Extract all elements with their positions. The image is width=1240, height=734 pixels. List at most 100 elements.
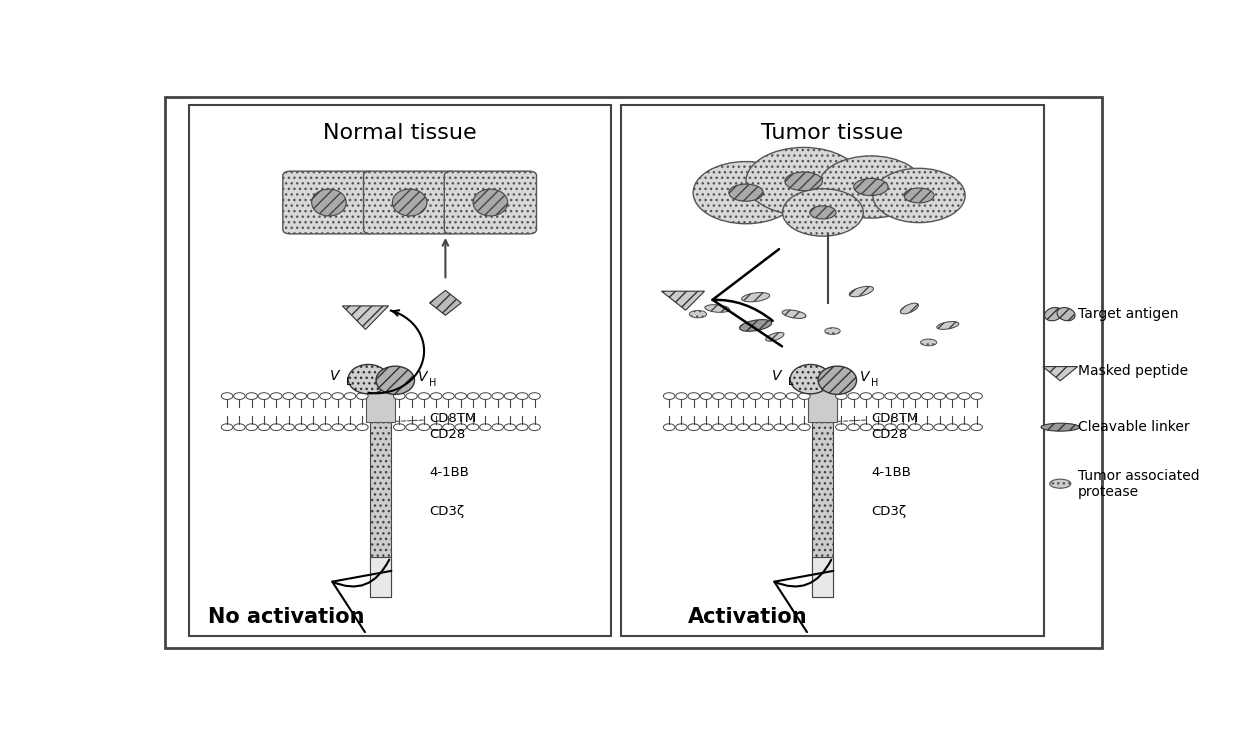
Ellipse shape [392, 189, 427, 216]
Circle shape [782, 189, 863, 236]
Circle shape [934, 393, 946, 399]
Text: CD3ζ: CD3ζ [870, 506, 906, 518]
Circle shape [663, 424, 675, 431]
Circle shape [393, 424, 405, 431]
Ellipse shape [810, 206, 836, 219]
Text: 4-1BB: 4-1BB [429, 466, 469, 479]
Circle shape [921, 393, 934, 399]
Ellipse shape [742, 293, 770, 302]
Circle shape [959, 393, 970, 399]
Circle shape [418, 424, 429, 431]
Ellipse shape [825, 327, 841, 335]
Ellipse shape [900, 303, 919, 314]
Circle shape [295, 393, 306, 399]
Text: V: V [773, 369, 781, 383]
Circle shape [861, 424, 872, 431]
Circle shape [492, 424, 503, 431]
Circle shape [270, 424, 281, 431]
Circle shape [909, 424, 921, 431]
Circle shape [405, 424, 418, 431]
Circle shape [749, 393, 761, 399]
Ellipse shape [790, 365, 831, 394]
Text: Target antigen: Target antigen [1078, 307, 1178, 321]
FancyArrowPatch shape [713, 249, 782, 346]
Text: L: L [346, 377, 351, 387]
Circle shape [885, 424, 897, 431]
Circle shape [897, 393, 909, 399]
Text: CD28: CD28 [429, 428, 465, 441]
Circle shape [921, 424, 934, 431]
Circle shape [393, 393, 405, 399]
Circle shape [909, 393, 921, 399]
Bar [812, 421, 833, 597]
Polygon shape [342, 306, 388, 330]
Circle shape [885, 393, 897, 399]
Circle shape [258, 393, 270, 399]
Circle shape [746, 148, 862, 215]
Circle shape [270, 393, 281, 399]
Bar [621, 105, 1044, 636]
Circle shape [774, 393, 786, 399]
Ellipse shape [311, 189, 346, 216]
Circle shape [836, 424, 847, 431]
Circle shape [774, 424, 786, 431]
Circle shape [308, 424, 319, 431]
Ellipse shape [1056, 308, 1075, 321]
Text: CD28: CD28 [870, 428, 908, 441]
Text: V: V [418, 371, 428, 385]
Circle shape [246, 424, 258, 431]
Circle shape [221, 393, 233, 399]
FancyArrowPatch shape [774, 560, 833, 632]
Circle shape [357, 393, 368, 399]
Circle shape [725, 424, 737, 431]
Circle shape [971, 393, 982, 399]
Circle shape [663, 393, 675, 399]
Circle shape [848, 424, 859, 431]
Ellipse shape [854, 178, 888, 195]
Circle shape [357, 424, 368, 431]
Circle shape [959, 424, 970, 431]
Ellipse shape [785, 172, 822, 191]
Circle shape [836, 393, 847, 399]
Circle shape [946, 424, 957, 431]
Circle shape [233, 424, 246, 431]
Circle shape [688, 424, 699, 431]
Circle shape [713, 424, 724, 431]
Ellipse shape [474, 189, 507, 216]
Circle shape [873, 168, 965, 222]
Circle shape [725, 393, 737, 399]
Circle shape [848, 393, 859, 399]
Circle shape [897, 424, 909, 431]
FancyBboxPatch shape [363, 171, 456, 234]
Circle shape [799, 393, 810, 399]
Circle shape [676, 393, 687, 399]
Circle shape [283, 424, 294, 431]
FancyBboxPatch shape [444, 171, 537, 234]
Ellipse shape [739, 319, 771, 331]
Text: V: V [861, 371, 870, 385]
Circle shape [221, 424, 233, 431]
Polygon shape [429, 291, 461, 316]
Text: L: L [787, 377, 794, 387]
Bar [367, 390, 396, 421]
Circle shape [873, 393, 884, 399]
Ellipse shape [1042, 424, 1080, 431]
Circle shape [283, 393, 294, 399]
Circle shape [749, 424, 761, 431]
Polygon shape [661, 291, 704, 310]
Text: Tumor associated
protease: Tumor associated protease [1078, 468, 1199, 499]
Circle shape [934, 424, 946, 431]
Text: Normal tissue: Normal tissue [324, 123, 477, 143]
Circle shape [405, 393, 418, 399]
Circle shape [320, 424, 331, 431]
Text: No activation: No activation [208, 606, 365, 627]
Circle shape [492, 393, 503, 399]
Bar [808, 390, 837, 421]
Text: Activation: Activation [688, 606, 808, 627]
Circle shape [873, 424, 884, 431]
Ellipse shape [689, 310, 707, 318]
Circle shape [517, 424, 528, 431]
Circle shape [443, 393, 454, 399]
Text: H: H [429, 378, 436, 388]
Text: Cleavable linker: Cleavable linker [1078, 420, 1189, 435]
